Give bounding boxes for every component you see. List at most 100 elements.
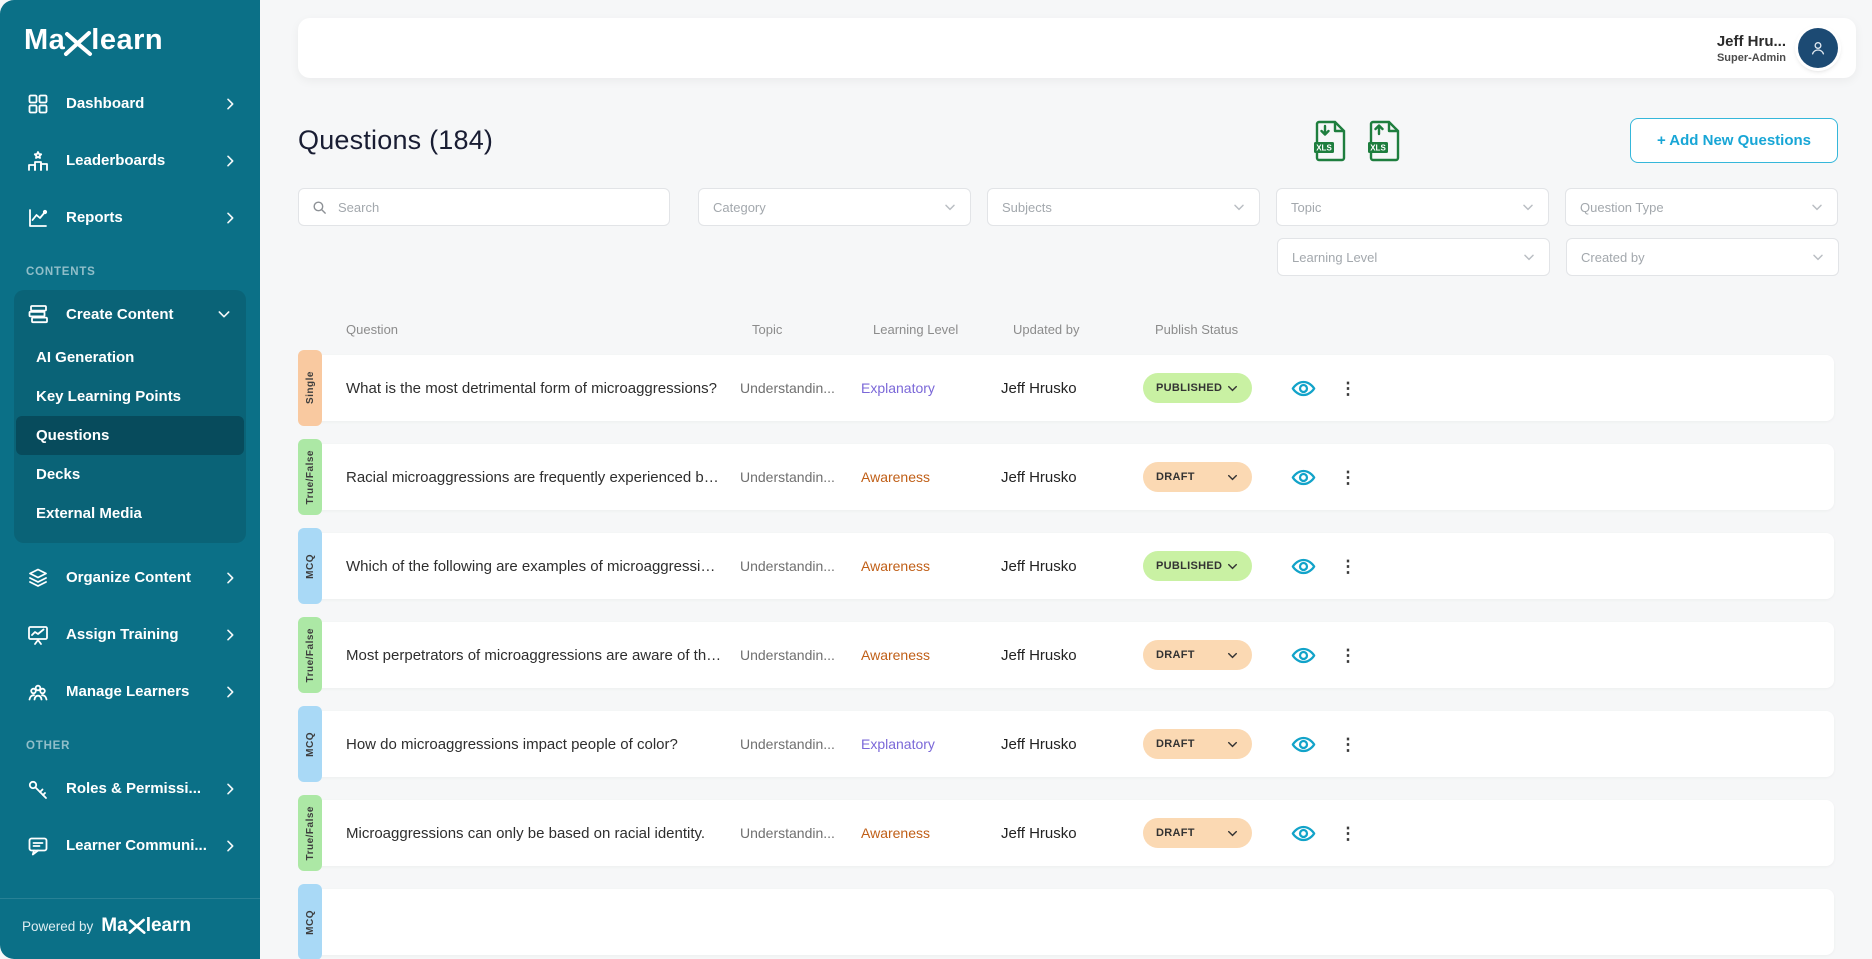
status-badge[interactable]: PUBLISHED <box>1143 551 1252 581</box>
chevron-right-icon <box>227 98 234 109</box>
row-menu-button[interactable]: ⋮ <box>1339 734 1357 754</box>
dashboard-grid-icon <box>28 94 48 113</box>
status-badge[interactable]: PUBLISHED <box>1143 373 1252 403</box>
row-question: Most perpetrators of microaggressions ar… <box>346 646 735 664</box>
status-label: PUBLISHED <box>1156 382 1223 394</box>
podium-icon <box>28 150 48 171</box>
chevron-right-icon <box>227 155 234 166</box>
col-learning-level: Learning Level <box>873 322 959 337</box>
sidebar-section-other: OTHER <box>26 740 71 752</box>
search-icon <box>313 200 326 214</box>
preview-eye-button[interactable] <box>1278 820 1328 847</box>
brand-text-learn: learn <box>91 24 164 56</box>
col-topic: Topic <box>752 322 783 337</box>
search-box <box>298 188 670 226</box>
sidebar-item-learner-communication[interactable]: Learner Communi... <box>0 817 260 874</box>
chevron-right-icon <box>227 572 234 583</box>
sidebar-subitem-ai-generation[interactable]: AI Generation <box>36 349 135 366</box>
row-menu-button[interactable]: ⋮ <box>1339 556 1357 576</box>
row-updated-by: Jeff Hrusko <box>1001 646 1077 664</box>
sidebar-subitem-decks[interactable]: Decks <box>36 466 81 483</box>
chevron-down-icon <box>1524 254 1534 261</box>
chevron-down-icon <box>1234 204 1244 211</box>
user-icon <box>1811 41 1825 55</box>
row-topic: Understandin... <box>740 736 835 752</box>
sidebar-item-dashboard[interactable]: Dashboard <box>0 75 260 132</box>
books-stack-icon <box>28 305 48 324</box>
chevron-down-icon <box>1228 652 1237 658</box>
preview-eye-button[interactable] <box>1278 375 1328 402</box>
sidebar-item-leaderboards[interactable]: Leaderboards <box>0 132 260 189</box>
row-level: Explanatory <box>861 736 935 752</box>
row-menu-button[interactable]: ⋮ <box>1339 467 1357 487</box>
status-label: DRAFT <box>1156 471 1195 483</box>
sidebar-item-roles-permissions[interactable]: Roles & Permissi... <box>0 760 260 817</box>
sidebar-item-label: Learner Communi... <box>66 837 207 854</box>
presentation-icon <box>28 625 48 645</box>
row-menu-button[interactable]: ⋮ <box>1339 645 1357 665</box>
created-by-dropdown[interactable]: Created by <box>1566 238 1839 276</box>
chevron-down-icon <box>1813 254 1823 261</box>
page-title: Questions (184) <box>298 125 494 155</box>
filters-row-1: Category Subjects Topic Question Type <box>298 188 1839 226</box>
status-badge[interactable]: DRAFT <box>1143 729 1252 759</box>
row-topic: Understandin... <box>740 558 835 574</box>
row-topic: Understandin... <box>740 469 835 485</box>
row-level: Explanatory <box>861 380 935 396</box>
row-topic: Understandin... <box>740 380 835 396</box>
download-xls-icon[interactable]: XLS <box>1312 120 1348 162</box>
question-rows: Single What is the most detrimental form… <box>298 350 1856 959</box>
keys-icon <box>28 780 47 799</box>
status-badge[interactable]: DRAFT <box>1143 462 1252 492</box>
question-type-tag: True/False <box>298 795 322 871</box>
sidebar-item-create-content[interactable]: Create Content <box>14 290 246 338</box>
row-menu-button[interactable]: ⋮ <box>1339 378 1357 398</box>
row-question: What is the most detrimental form of mic… <box>346 379 717 397</box>
question-type-tag: True/False <box>298 439 322 515</box>
status-badge[interactable]: DRAFT <box>1143 818 1252 848</box>
add-new-questions-button[interactable]: + Add New Questions <box>1629 118 1838 163</box>
row-topic: Understandin... <box>740 647 835 663</box>
subjects-dropdown[interactable]: Subjects <box>987 188 1260 226</box>
preview-eye-button[interactable] <box>1278 464 1328 491</box>
footer-brand-logo: Ma learn <box>101 915 192 936</box>
status-label: DRAFT <box>1156 827 1195 839</box>
sidebar-item-reports[interactable]: Reports <box>0 189 260 246</box>
question-type-dropdown[interactable]: Question Type <box>1565 188 1838 226</box>
chevron-right-icon <box>227 783 234 794</box>
user-role: Super-Admin <box>1716 51 1786 64</box>
sidebar-item-organize-content[interactable]: Organize Content <box>0 549 260 606</box>
row-level: Awareness <box>861 825 931 841</box>
chevron-down-icon <box>1228 474 1237 480</box>
chevron-down-icon <box>218 311 230 318</box>
sidebar-subitem-questions[interactable]: Questions <box>16 416 244 455</box>
eye-icon <box>1291 558 1315 574</box>
eye-icon <box>1291 825 1315 841</box>
preview-eye-button[interactable] <box>1278 553 1328 580</box>
col-question: Question <box>346 322 399 337</box>
row-level: Awareness <box>861 558 931 574</box>
row-updated-by: Jeff Hrusko <box>1001 735 1077 753</box>
sidebar-item-assign-training[interactable]: Assign Training <box>0 606 260 663</box>
question-type-tag: Single <box>298 350 322 426</box>
sidebar-item-label: Leaderboards <box>66 152 166 169</box>
preview-eye-button[interactable] <box>1278 642 1328 669</box>
sidebar-item-label: Reports <box>66 209 123 226</box>
table-row: True/False Most perpetrators of microagg… <box>298 617 1834 693</box>
sidebar-subitem-key-learning-points[interactable]: Key Learning Points <box>36 388 182 405</box>
status-label: PUBLISHED <box>1156 560 1223 572</box>
preview-eye-button[interactable] <box>1278 731 1328 758</box>
row-menu-button[interactable]: ⋮ <box>1339 823 1357 843</box>
question-type-tag: MCQ <box>298 884 322 959</box>
sidebar-subitem-external-media[interactable]: External Media <box>36 505 142 522</box>
topic-dropdown[interactable]: Topic <box>1276 188 1549 226</box>
row-question: Racial microaggressions are frequently e… <box>346 468 740 486</box>
sidebar-item-manage-learners[interactable]: Manage Learners <box>0 663 260 720</box>
people-icon <box>28 684 48 700</box>
learning-level-dropdown[interactable]: Learning Level <box>1277 238 1550 276</box>
avatar[interactable] <box>1798 28 1838 68</box>
status-badge[interactable]: DRAFT <box>1143 640 1252 670</box>
category-dropdown[interactable]: Category <box>698 188 971 226</box>
upload-xls-icon[interactable]: XLS <box>1366 120 1402 162</box>
search-input[interactable] <box>338 199 657 215</box>
